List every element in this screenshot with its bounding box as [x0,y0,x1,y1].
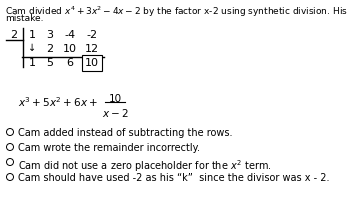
Text: 10: 10 [63,44,77,54]
Text: 2: 2 [47,44,54,54]
Text: 5: 5 [47,58,54,68]
Text: 10: 10 [85,58,99,68]
Text: -2: -2 [86,30,98,40]
Text: 3: 3 [47,30,54,40]
Text: 1: 1 [28,58,35,68]
Text: Cam added instead of subtracting the rows.: Cam added instead of subtracting the row… [18,128,232,138]
Text: Cam should have used -2 as his “k”  since the divisor was x - 2.: Cam should have used -2 as his “k” since… [18,173,329,183]
Text: 10: 10 [108,94,121,104]
Text: 1: 1 [28,30,35,40]
Text: $x - 2$: $x - 2$ [102,107,128,119]
Text: mistake.: mistake. [5,14,43,23]
Text: Cam wrote the remainder incorrectly.: Cam wrote the remainder incorrectly. [18,143,199,153]
Text: $x^3 + 5x^2 + 6x + $: $x^3 + 5x^2 + 6x + $ [18,95,98,109]
Text: 12: 12 [85,44,99,54]
Text: Cam divided $x^4 + 3x^2 - 4x - 2$ by the factor x-2 using synthetic division. Hi: Cam divided $x^4 + 3x^2 - 4x - 2$ by the… [5,5,350,19]
Text: 2: 2 [10,30,18,40]
Text: 6: 6 [66,58,74,68]
Text: ↓: ↓ [28,43,36,53]
Text: Cam did not use a zero placeholder for the $x^2$ term.: Cam did not use a zero placeholder for t… [18,158,271,174]
Text: -4: -4 [64,30,76,40]
